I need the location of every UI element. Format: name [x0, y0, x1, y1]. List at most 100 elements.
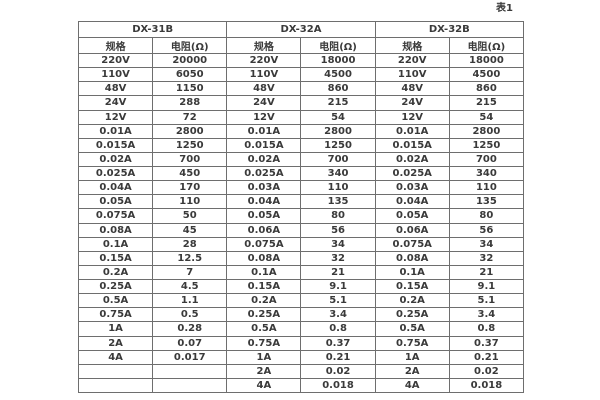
table-cell: 2800 — [448, 123, 525, 139]
table-cell: 0.21 — [300, 349, 376, 365]
table-cell: 0.015A — [77, 137, 154, 153]
table-cell: 0.075A — [226, 236, 302, 252]
table-row: 0.04A 170 0.03A 110 0.03A 110 — [77, 180, 525, 196]
table-cell: 0.2A — [226, 293, 302, 309]
table-row: 2A 0.02 2A 0.02 — [77, 363, 525, 379]
table-cell: 54 — [300, 109, 376, 125]
table-cell: 0.03A — [374, 180, 450, 196]
table-cell: 24V — [374, 95, 450, 111]
table-cell: 0.28 — [152, 321, 228, 337]
table-cell: 700 — [300, 151, 376, 168]
table-cell: 860 — [300, 81, 376, 97]
table-cell: 0.02 — [300, 363, 376, 379]
table-cell: 0.07 — [152, 335, 228, 351]
table-cell: 135 — [448, 194, 525, 210]
table-row: 4A 0.018 4A 0.018 — [77, 377, 525, 394]
table-cell: 5.1 — [448, 293, 525, 309]
table-row: 4A 0.017 1A 0.21 1A 0.21 — [77, 349, 525, 365]
table-cell: 0.5 — [152, 307, 228, 323]
table-cell: 110V — [77, 67, 154, 83]
table-row: 0.08A 45 0.06A 56 0.06A 56 — [77, 222, 525, 238]
table-cell: 220V — [226, 52, 302, 69]
table-cell: 0.025A — [77, 165, 154, 182]
table-cell: 1.1 — [152, 293, 228, 309]
table-cell: 28 — [152, 236, 228, 252]
table-cell: 54 — [448, 109, 525, 125]
table-cell: 340 — [300, 165, 376, 182]
table-cell: 0.1A — [77, 236, 154, 252]
table-cell: 1A — [374, 349, 450, 365]
table-cell: 6050 — [152, 67, 228, 83]
table-cell: 0.04A — [374, 194, 450, 210]
table-cell: 0.075A — [77, 208, 154, 224]
group-header-1: DX-32A — [226, 21, 376, 38]
table-cell: 45 — [152, 222, 228, 238]
table-cell: 0.01A — [77, 123, 154, 139]
column-header-0-0: 规格 — [77, 37, 154, 54]
table-cell: 110V — [226, 67, 302, 83]
table-cell: 220V — [374, 52, 450, 69]
table-cell: 110 — [300, 180, 376, 196]
table-cell: 80 — [448, 208, 525, 224]
table-row: 0.2A 7 0.1A 21 0.1A 21 — [77, 264, 525, 281]
table-cell: 20000 — [152, 52, 228, 69]
table-cell: 0.15A — [77, 250, 154, 266]
table-row: 110V 6050 110V 4500 110V 4500 — [77, 67, 525, 83]
table-cell: 24V — [77, 95, 154, 111]
column-header-1-1: 电阻(Ω) — [300, 37, 376, 54]
table-cell: 48V — [374, 81, 450, 97]
table-cell: 4.5 — [152, 278, 228, 295]
table-cell: 0.01A — [374, 123, 450, 139]
column-header-row: 规格 电阻(Ω) 规格 电阻(Ω) 规格 电阻(Ω) — [77, 37, 525, 54]
table-cell — [152, 363, 228, 379]
table-cell: 220V — [77, 52, 154, 69]
table-cell: 2A — [374, 363, 450, 379]
table-row: 0.75A 0.5 0.25A 3.4 0.25A 3.4 — [77, 307, 525, 323]
table-cell: 4A — [226, 377, 302, 394]
table-cell: 5.1 — [300, 293, 376, 309]
table-cell: 0.08A — [77, 222, 154, 238]
table-cell: 0.02 — [448, 363, 525, 379]
table-cell: 0.02A — [77, 151, 154, 168]
table-cell: 4A — [374, 377, 450, 394]
table-cell: 48V — [226, 81, 302, 97]
table-cell: 1A — [226, 349, 302, 365]
table-cell: 72 — [152, 109, 228, 125]
table-cell: 0.015A — [226, 137, 302, 153]
table-cell: 135 — [300, 194, 376, 210]
table-cell: 288 — [152, 95, 228, 111]
table-cell: 2A — [226, 363, 302, 379]
table-row: 12V 72 12V 54 12V 54 — [77, 109, 525, 125]
table-cell: 0.025A — [374, 165, 450, 182]
table-row: 24V 288 24V 215 24V 215 — [77, 95, 525, 111]
table-cell: 860 — [448, 81, 525, 97]
table-cell: 0.017 — [152, 349, 228, 365]
table-row: 0.01A 2800 0.01A 2800 0.01A 2800 — [77, 123, 525, 139]
table-cell: 80 — [300, 208, 376, 224]
table-cell: 0.01A — [226, 123, 302, 139]
table-cell: 0.75A — [77, 307, 154, 323]
table-row: 0.015A 1250 0.015A 1250 0.015A 1250 — [77, 137, 525, 153]
column-header-2-1: 电阻(Ω) — [448, 37, 525, 54]
group-header-0: DX-31B — [77, 21, 228, 38]
table-cell: 24V — [226, 95, 302, 111]
table-cell: 0.25A — [226, 307, 302, 323]
table-row: 1A 0.28 0.5A 0.8 0.5A 0.8 — [77, 321, 525, 337]
table-cell: 0.15A — [226, 278, 302, 295]
table-cell: 21 — [448, 264, 525, 281]
table-cell: 0.06A — [374, 222, 450, 238]
table-cell: 0.06A — [226, 222, 302, 238]
table-cell: 0.2A — [374, 293, 450, 309]
table-cell: 3.4 — [300, 307, 376, 323]
table-cell: 110 — [152, 194, 228, 210]
table-cell: 2800 — [300, 123, 376, 139]
table-row: 0.5A 1.1 0.2A 5.1 0.2A 5.1 — [77, 293, 525, 309]
table-cell: 7 — [152, 264, 228, 281]
table-cell — [77, 363, 154, 379]
table-cell: 0.5A — [374, 321, 450, 337]
table-cell: 1A — [77, 321, 154, 337]
table-row: 0.025A 450 0.025A 340 0.025A 340 — [77, 165, 525, 182]
table-cell: 0.018 — [300, 377, 376, 394]
table-row: 2A 0.07 0.75A 0.37 0.75A 0.37 — [77, 335, 525, 351]
